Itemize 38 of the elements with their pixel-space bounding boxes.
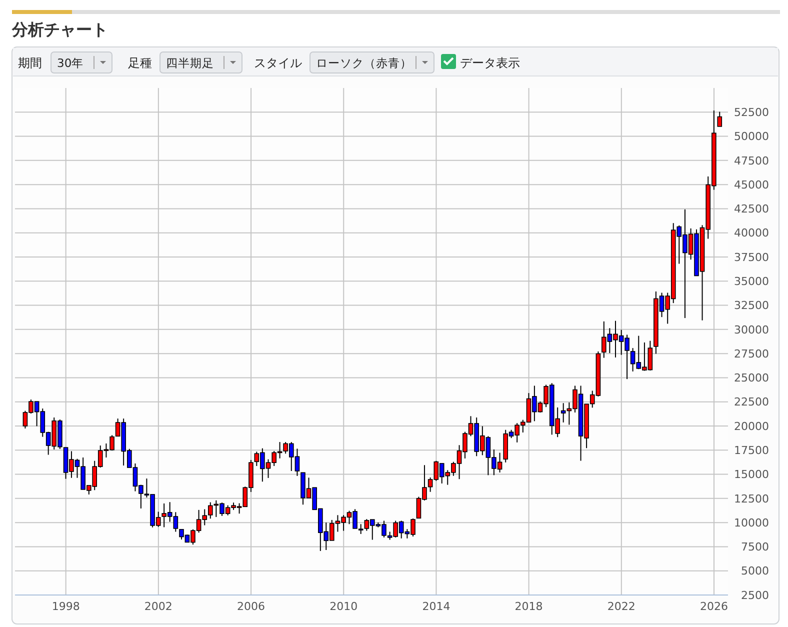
y-tick-label: 12500 xyxy=(734,492,769,506)
y-tick-label: 15000 xyxy=(734,468,769,482)
y-tick-label: 10000 xyxy=(734,516,769,530)
y-tick-label: 17500 xyxy=(734,444,769,457)
x-tick-label: 2026 xyxy=(700,600,728,613)
y-tick-label: 5000 xyxy=(741,564,769,578)
y-tick-label: 35000 xyxy=(734,274,769,288)
y-tick-label: 42500 xyxy=(734,202,769,216)
y-tick-label: 20000 xyxy=(734,420,769,433)
x-tick-label: 2022 xyxy=(607,600,636,613)
x-tick-label: 2002 xyxy=(144,600,172,613)
text: 30年 xyxy=(57,56,84,70)
y-tick-label: 25000 xyxy=(734,372,769,385)
text: 四半期足 xyxy=(166,56,214,70)
text: ローソク（赤青） xyxy=(316,56,412,70)
y-tick-label: 27500 xyxy=(734,347,769,360)
y-tick-label: 37500 xyxy=(734,250,769,264)
y-tick-label: 32500 xyxy=(734,299,769,312)
x-tick-label: 2006 xyxy=(237,600,266,613)
text: 期間 xyxy=(18,56,42,70)
y-tick-label: 2500 xyxy=(741,588,769,602)
y-tick-label: 30000 xyxy=(734,323,769,336)
y-tick-label: 22500 xyxy=(734,396,769,409)
y-tick-label: 50000 xyxy=(734,130,769,144)
text: 足種 xyxy=(128,56,152,70)
x-tick-label: 1998 xyxy=(52,600,80,613)
x-tick-label: 2014 xyxy=(422,600,450,613)
x-tick-label: 2010 xyxy=(330,600,358,613)
candlestick xyxy=(717,111,722,127)
y-tick-label: 52500 xyxy=(734,106,769,119)
chart-title: 分析チャート xyxy=(11,20,108,39)
y-tick-label: 7500 xyxy=(741,540,769,554)
x-tick-label: 2018 xyxy=(514,600,543,613)
y-tick-label: 47500 xyxy=(734,154,769,168)
y-tick-label: 45000 xyxy=(734,178,769,192)
text: データ表示 xyxy=(460,56,520,70)
text: スタイル xyxy=(254,56,302,70)
y-tick-label: 40000 xyxy=(734,226,769,240)
